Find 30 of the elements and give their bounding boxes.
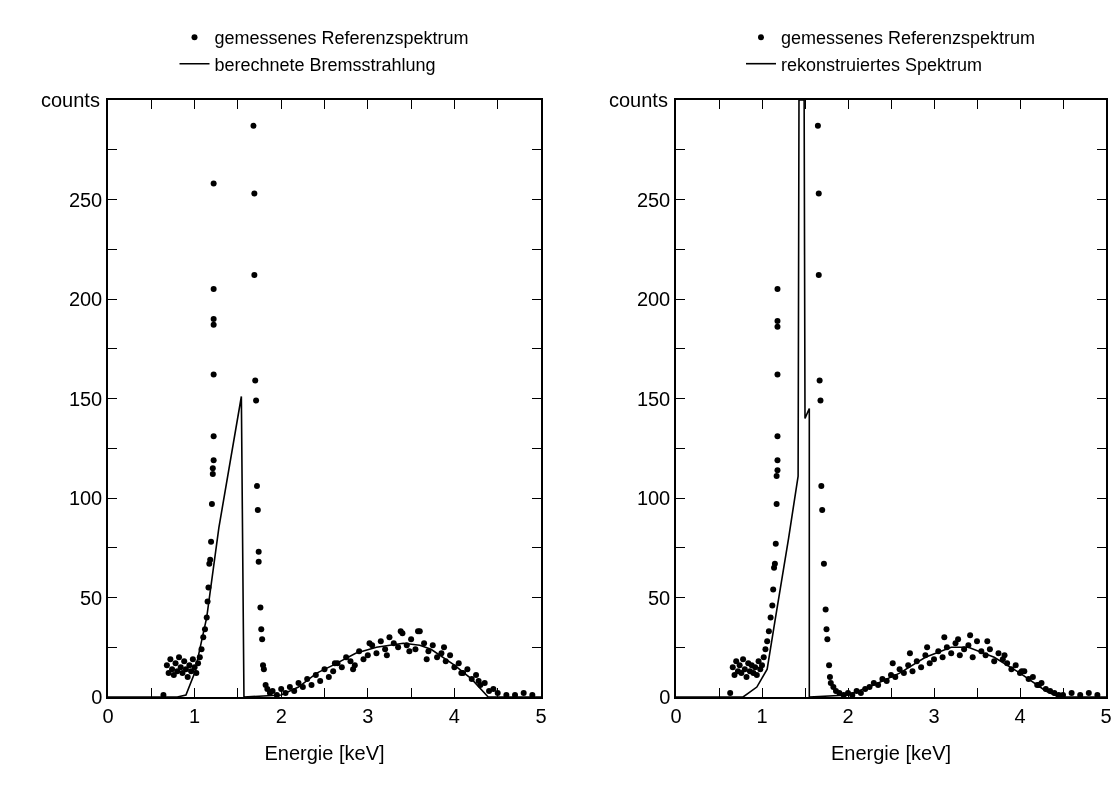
y-axis-title: counts — [41, 89, 100, 111]
x-tick-label: 2 — [275, 704, 287, 727]
y-tick-label: 150 — [636, 387, 671, 410]
y-tick-label: 200 — [68, 288, 103, 310]
x-tick-label: 1 — [189, 704, 201, 727]
x-tick-label: 4 — [448, 704, 460, 727]
y-tick-label: 200 — [636, 288, 671, 310]
y-axis-title: counts — [609, 89, 668, 111]
x-tick-label: 2 — [842, 704, 854, 727]
x-tick-label: 1 — [756, 704, 768, 727]
y-tick-label: 0 — [91, 686, 103, 708]
x-tick-label: 4 — [1014, 704, 1026, 727]
y-tick-label: 50 — [648, 586, 671, 609]
legend-label: berechnete Bremsstrahlung — [214, 54, 436, 75]
legend-label: rekonstruiertes Spektrum — [781, 54, 983, 75]
y-tick-label: 0 — [659, 686, 671, 708]
y-tick-label: 50 — [80, 586, 103, 609]
y-tick-label: 150 — [68, 387, 103, 410]
y-tick-label: 100 — [68, 487, 103, 509]
x-axis-title: Energie [keV] — [830, 741, 952, 764]
x-tick-label: 5 — [1100, 704, 1112, 727]
y-tick-label: 250 — [68, 188, 103, 211]
legend-label: gemessenes Referenzspektrum — [781, 28, 1036, 49]
y-tick-label: 100 — [636, 487, 671, 509]
y-tick-label: 250 — [636, 188, 671, 211]
x-tick-label: 5 — [535, 704, 547, 727]
legend-label: gemessenes Referenzspektrum — [214, 28, 469, 49]
x-tick-label: 3 — [362, 704, 374, 727]
x-tick-label: 3 — [928, 704, 940, 727]
x-axis-title: Energie [keV] — [264, 741, 385, 764]
